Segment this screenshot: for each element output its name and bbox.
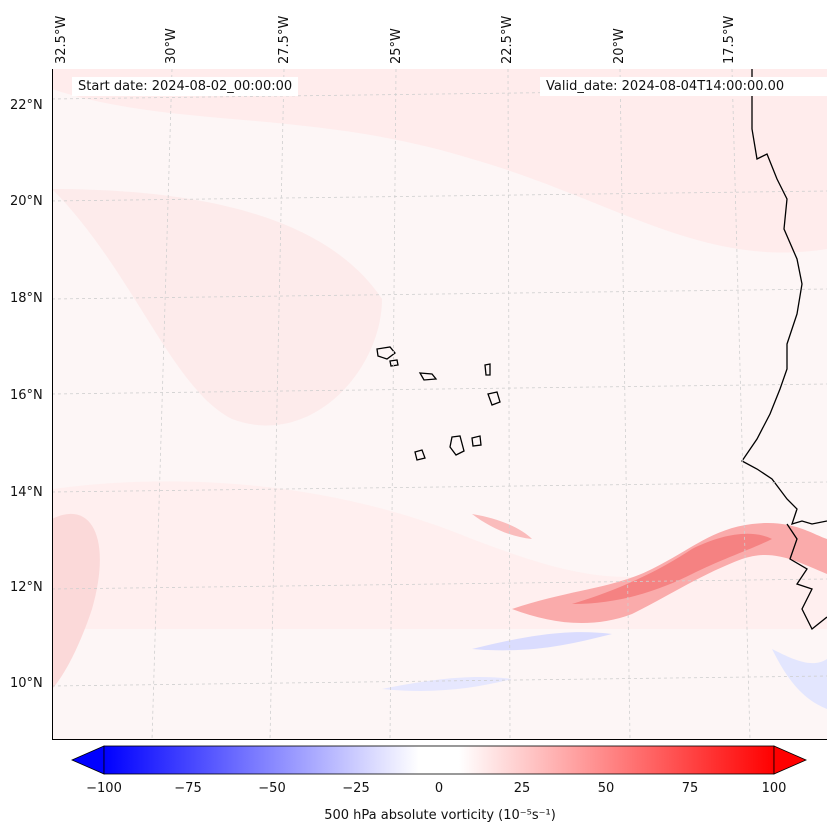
colorbar-tick-0: 0: [434, 781, 444, 796]
colorbar-tick-25: 25: [513, 781, 531, 796]
lat-label-22n: 22°N: [10, 98, 43, 113]
lat-label-18n: 18°N: [10, 291, 43, 306]
lon-label-32-5w: 32.5°W: [54, 15, 69, 64]
lon-label-17-5w: 17.5°W: [722, 15, 737, 64]
lon-label-27-5w: 27.5°W: [277, 15, 292, 64]
lon-label-22-5w: 22.5°W: [500, 15, 515, 64]
lat-label-10n: 10°N: [10, 676, 43, 691]
colorbar: [71, 745, 807, 775]
lon-label-20w: 20°W: [612, 28, 627, 64]
colorbar-tick-50: 50: [597, 781, 615, 796]
lon-label-25w: 25°W: [389, 28, 404, 64]
start-date-label: Start date: 2024-08-02_00:00:00: [72, 77, 299, 96]
lat-label-20n: 20°N: [10, 194, 43, 209]
valid-date-label: Valid_date: 2024-08-04T14:00:00.00: [540, 77, 828, 96]
colorbar-tick-100: 100: [761, 781, 787, 796]
colorbar-label: 500 hPa absolute vorticity (10⁻⁵s⁻¹): [324, 808, 556, 823]
vorticity-field: [52, 69, 827, 740]
colorbar-tick-minus-50: −50: [258, 781, 286, 796]
lon-label-30w: 30°W: [164, 28, 179, 64]
colorbar-tick-75: 75: [681, 781, 699, 796]
colorbar-tick-minus-25: −25: [342, 781, 370, 796]
lat-label-16n: 16°N: [10, 388, 43, 403]
lat-label-12n: 12°N: [10, 580, 43, 595]
colorbar-tick-minus-75: −75: [174, 781, 202, 796]
colorbar-tick-minus-100: −100: [86, 781, 122, 796]
map-plot-area: [52, 69, 827, 740]
lat-label-14n: 14°N: [10, 485, 43, 500]
